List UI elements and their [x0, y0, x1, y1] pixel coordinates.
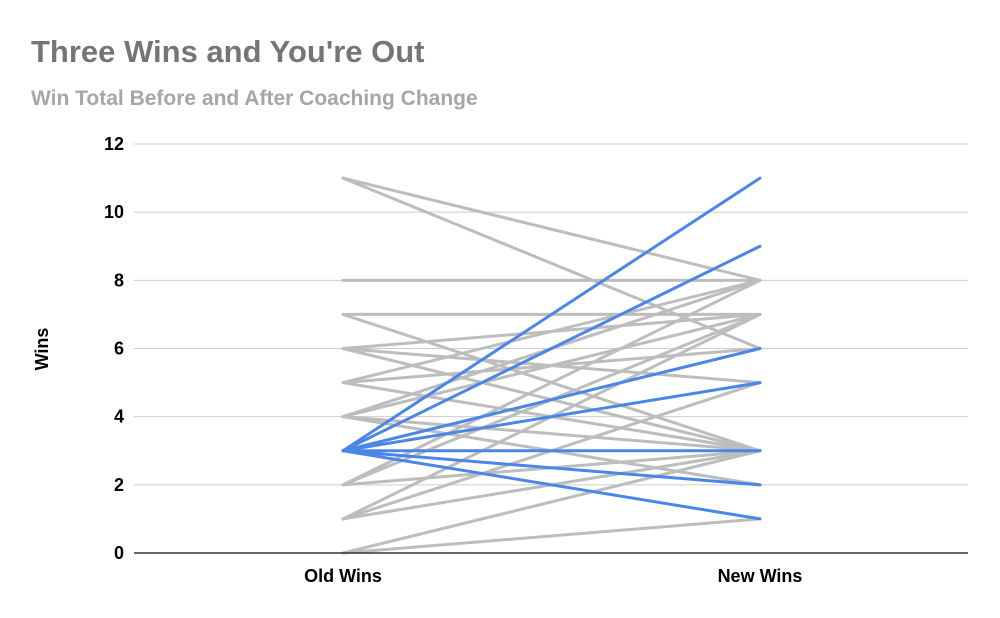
y-tick-label: 12 [104, 134, 124, 154]
series-lines [341, 176, 762, 555]
y-tick-label: 4 [114, 407, 124, 427]
series-line [341, 176, 762, 282]
series-line [341, 449, 762, 555]
y-tick-labels: 0 2 4 6 8 10 12 [104, 134, 124, 563]
y-tick-label: 0 [114, 543, 124, 563]
y-tick-label: 8 [114, 270, 124, 290]
highlight-series-line [341, 449, 762, 487]
y-tick-label: 2 [114, 475, 124, 495]
y-tick-label: 6 [114, 339, 124, 359]
x-tick-label: Old Wins [304, 566, 382, 586]
series-line [341, 176, 762, 350]
series-line [341, 278, 762, 487]
series-line [341, 312, 762, 419]
highlight-series-line [341, 381, 762, 453]
chart-subtitle: Win Total Before and After Coaching Chan… [31, 87, 478, 110]
highlight-series-line [341, 449, 762, 521]
highlight-series-line [341, 176, 762, 453]
x-tick-label: New Wins [718, 566, 803, 586]
x-tick-labels: Old Wins New Wins [304, 566, 802, 586]
y-axis-title: Wins [32, 328, 52, 371]
y-tick-label: 10 [104, 202, 124, 222]
highlight-series-line [341, 347, 762, 453]
series-line [341, 278, 762, 385]
chart-title: Three Wins and You're Out [31, 34, 425, 69]
series-line [341, 415, 762, 453]
series-line [341, 517, 762, 555]
highlight-series-line [341, 244, 762, 453]
